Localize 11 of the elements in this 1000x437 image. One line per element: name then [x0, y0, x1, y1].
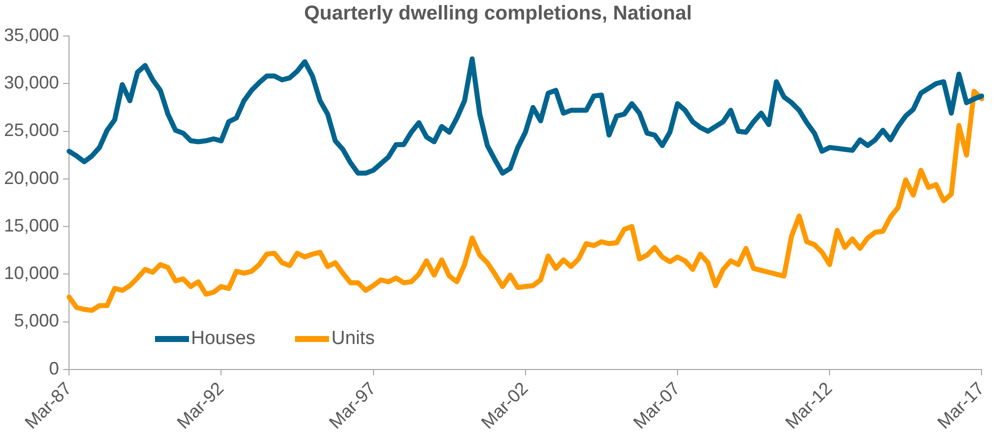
y-tick-label: 10,000 [4, 263, 60, 284]
y-tick-label: 15,000 [4, 215, 60, 236]
y-tick-label: 25,000 [4, 120, 60, 140]
y-tick-label: 5,000 [14, 310, 60, 331]
chart-title: Quarterly dwelling completions, National [304, 2, 692, 25]
y-tick-label: 0 [49, 358, 60, 378]
legend-label: Units [331, 328, 375, 350]
y-tick-label: 20,000 [4, 168, 60, 188]
y-tick-label: 35,000 [4, 24, 60, 45]
legend-label: Houses [191, 328, 256, 350]
y-tick-label: 30,000 [4, 72, 60, 93]
